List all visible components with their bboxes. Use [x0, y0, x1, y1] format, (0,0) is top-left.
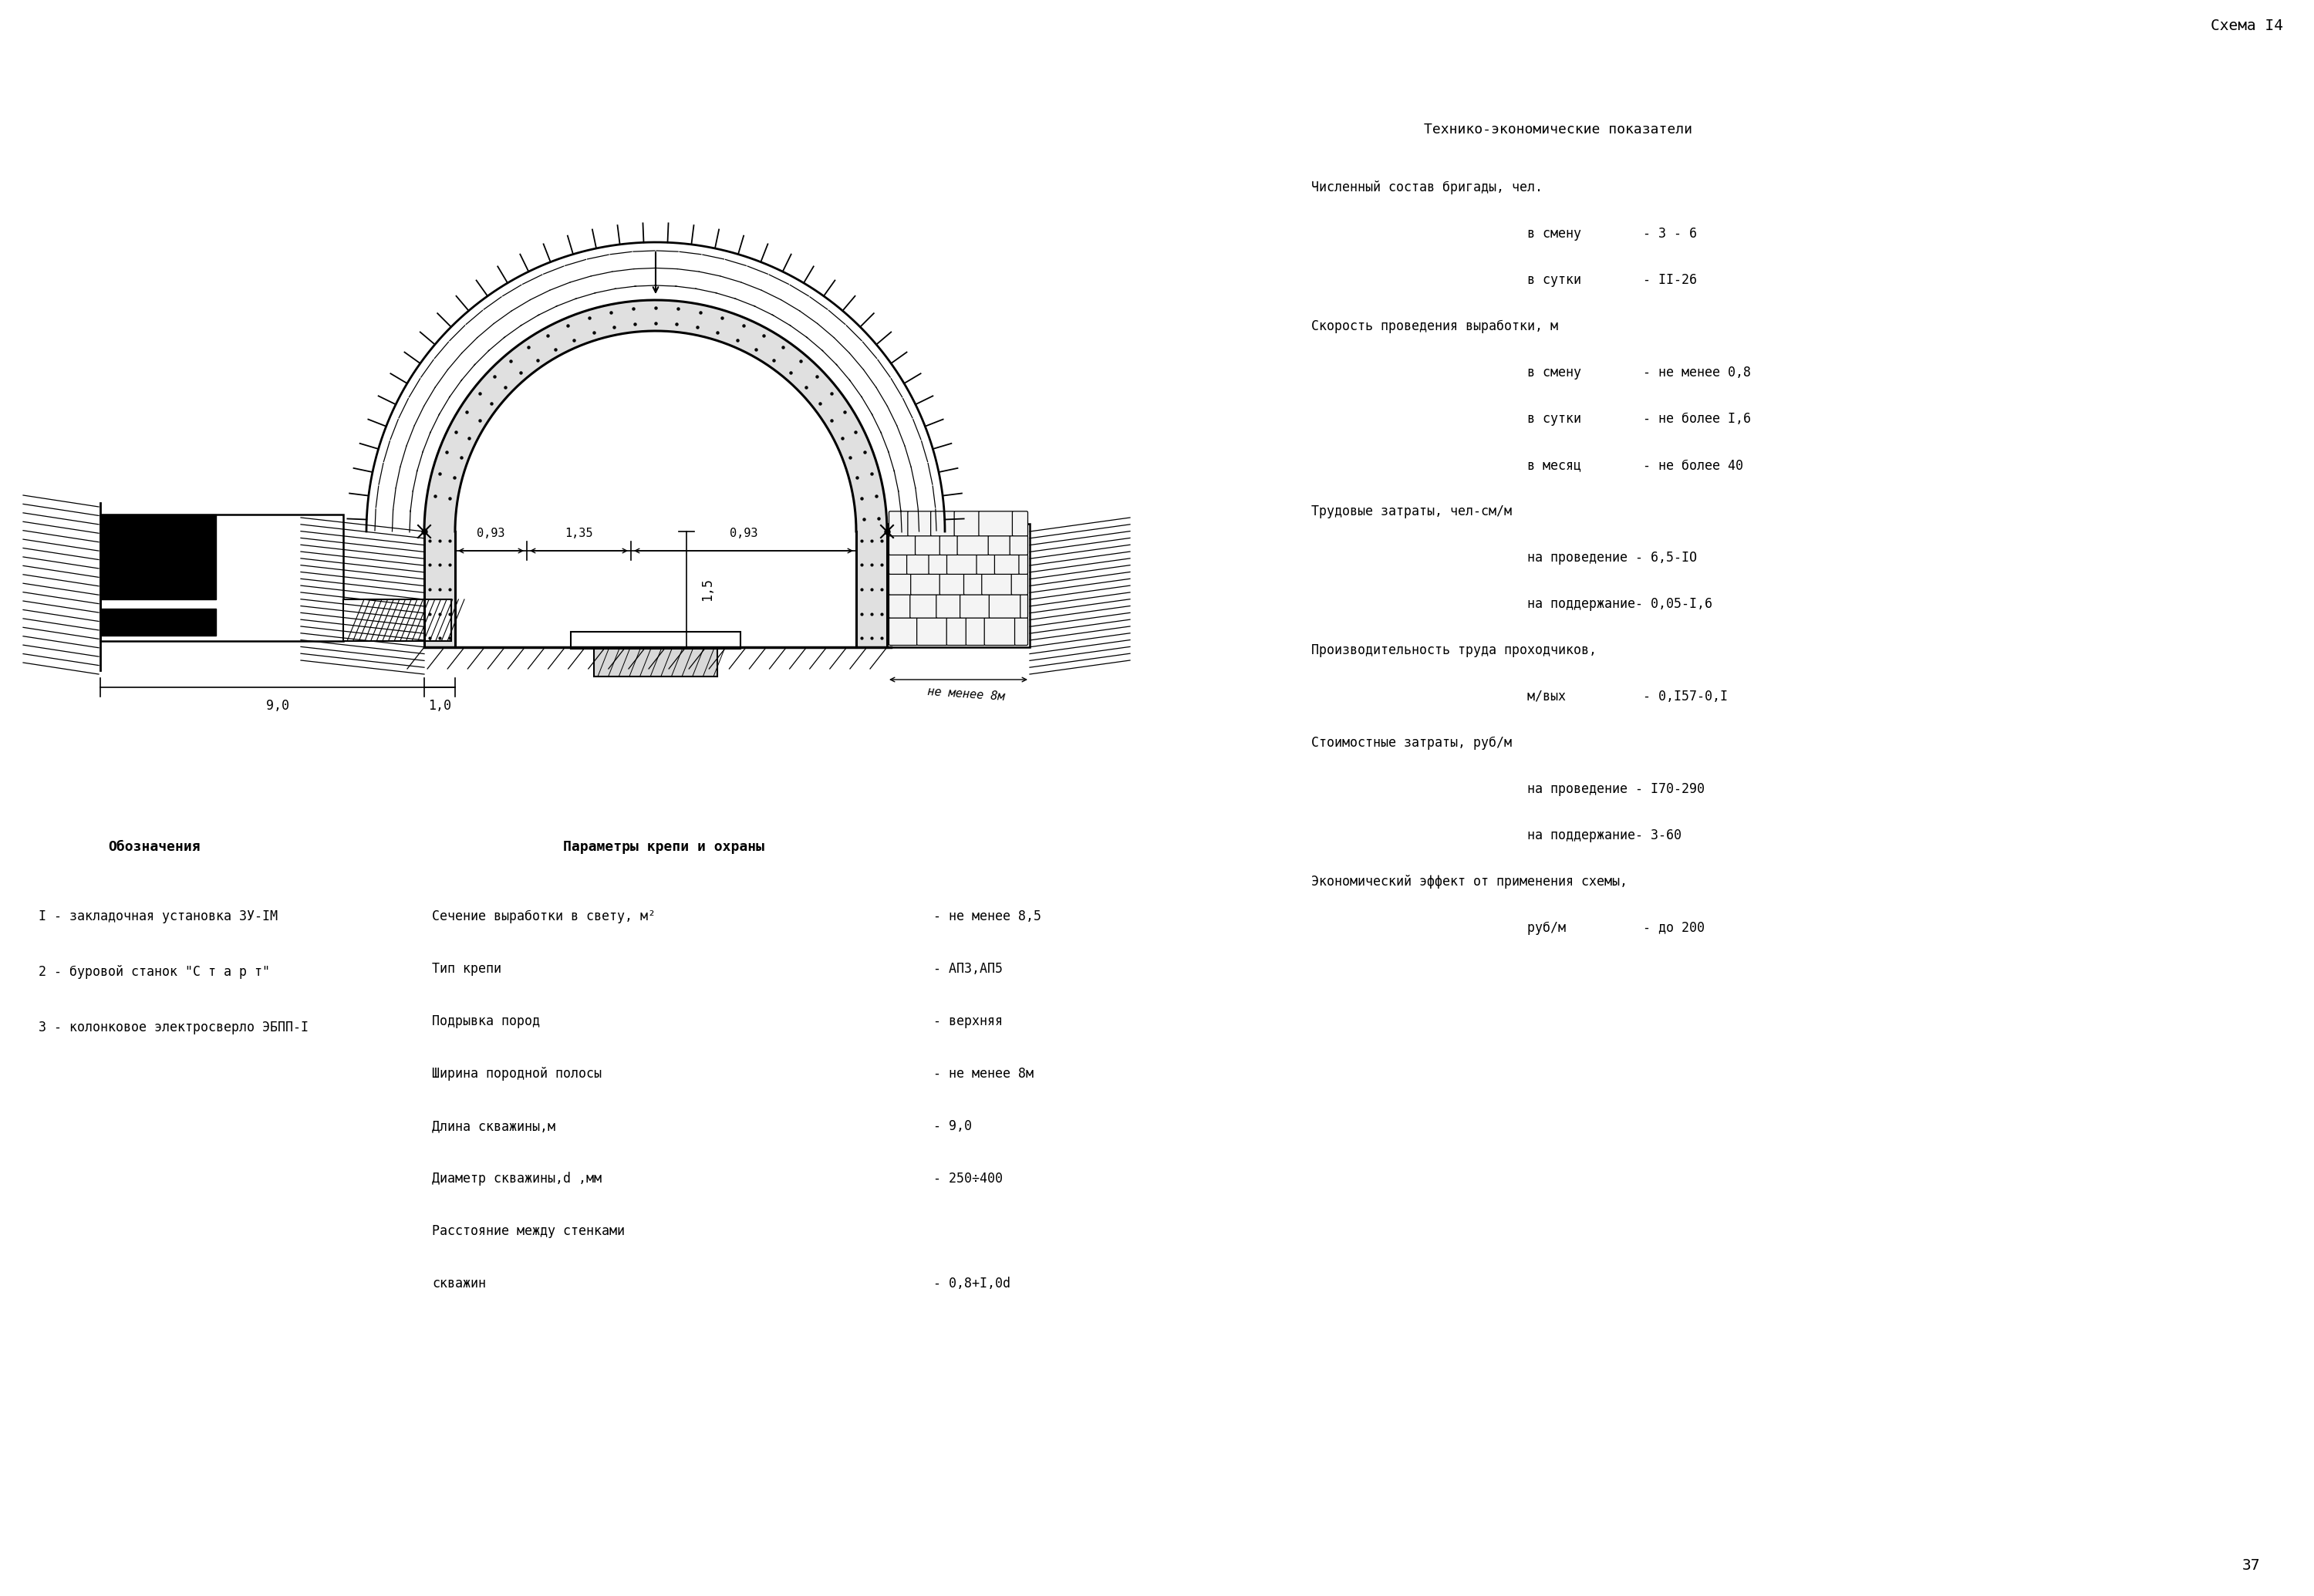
Text: Подрывка пород: Подрывка пород — [433, 1015, 539, 1028]
Text: 9,0: 9,0 — [266, 699, 289, 713]
Text: Длина скважины,м: Длина скважины,м — [433, 1119, 555, 1133]
FancyBboxPatch shape — [889, 618, 919, 645]
Text: Схема I4: Схема I4 — [2210, 19, 2284, 34]
FancyBboxPatch shape — [988, 594, 1020, 618]
Text: 3 - колонковое электросверло ЭБПП-I: 3 - колонковое электросверло ЭБПП-I — [39, 1020, 308, 1034]
Text: Ширина породной полосы: Ширина породной полосы — [433, 1066, 602, 1080]
Text: не менее 8м: не менее 8м — [928, 686, 1004, 702]
Bar — [572, 632, 740, 648]
Text: на проведение - I70-290: на проведение - I70-290 — [1527, 782, 1705, 796]
Text: в сутки        - II-26: в сутки - II-26 — [1527, 273, 1696, 287]
Text: - не менее 8,5: - не менее 8,5 — [933, 910, 1041, 924]
Text: Обозначения: Обозначения — [109, 839, 201, 854]
FancyBboxPatch shape — [916, 618, 946, 645]
FancyBboxPatch shape — [928, 554, 946, 575]
Text: Численный состав бригады, чел.: Численный состав бригады, чел. — [1312, 180, 1543, 195]
Text: 37: 37 — [2242, 1558, 2261, 1574]
Text: Расстояние между стенками: Расстояние между стенками — [433, 1224, 625, 1238]
Text: 0,93: 0,93 — [477, 528, 504, 539]
FancyBboxPatch shape — [889, 554, 907, 575]
Bar — [100, 514, 215, 600]
FancyBboxPatch shape — [1016, 618, 1027, 645]
Polygon shape — [366, 243, 944, 531]
FancyBboxPatch shape — [889, 511, 909, 536]
Polygon shape — [856, 531, 886, 648]
Text: Экономический эффект от применения схемы,: Экономический эффект от применения схемы… — [1312, 875, 1627, 889]
Text: Параметры крепи и охраны: Параметры крепи и охраны — [562, 839, 764, 854]
Text: 1,5: 1,5 — [701, 578, 715, 602]
Text: Сечение выработки в свету, м²: Сечение выработки в свету, м² — [433, 910, 655, 924]
FancyBboxPatch shape — [960, 594, 990, 618]
Text: Производительность труда проходчиков,: Производительность труда проходчиков, — [1312, 643, 1597, 658]
Text: руб/м          - до 200: руб/м - до 200 — [1527, 921, 1705, 935]
FancyBboxPatch shape — [1011, 575, 1027, 595]
Text: в сутки        - не более I,6: в сутки - не более I,6 — [1527, 412, 1752, 426]
FancyBboxPatch shape — [889, 536, 916, 555]
Text: - верхняя: - верхняя — [933, 1015, 1002, 1028]
Text: 0,93: 0,93 — [729, 528, 757, 539]
FancyBboxPatch shape — [889, 594, 912, 618]
FancyBboxPatch shape — [937, 594, 960, 618]
FancyBboxPatch shape — [1018, 554, 1027, 575]
FancyBboxPatch shape — [958, 536, 988, 555]
Polygon shape — [423, 300, 886, 531]
Text: в смену        - не менее 0,8: в смену - не менее 0,8 — [1527, 365, 1752, 380]
Text: Скорость проведения выработки, м: Скорость проведения выработки, м — [1312, 319, 1557, 334]
Text: 2 - буровой станок "С т а р т": 2 - буровой станок "С т а р т" — [39, 966, 271, 978]
Bar — [100, 514, 342, 642]
FancyBboxPatch shape — [981, 575, 1011, 595]
Polygon shape — [886, 523, 1030, 648]
Bar — [100, 608, 215, 635]
FancyBboxPatch shape — [1009, 536, 1027, 555]
FancyBboxPatch shape — [946, 618, 967, 645]
FancyBboxPatch shape — [939, 536, 958, 555]
Text: м/вых          - 0,I57-0,I: м/вых - 0,I57-0,I — [1527, 689, 1729, 704]
Text: - АП3,АП5: - АП3,АП5 — [933, 962, 1002, 975]
FancyBboxPatch shape — [1011, 511, 1027, 536]
Text: Трудовые затраты, чел-см/м: Трудовые затраты, чел-см/м — [1312, 504, 1511, 519]
Text: - 0,8+I,0d: - 0,8+I,0d — [933, 1277, 1011, 1291]
Text: 1,0: 1,0 — [428, 699, 451, 713]
FancyBboxPatch shape — [907, 554, 930, 575]
FancyBboxPatch shape — [977, 554, 995, 575]
Bar — [595, 648, 717, 677]
Text: на проведение - 6,5-IO: на проведение - 6,5-IO — [1527, 551, 1696, 565]
FancyBboxPatch shape — [965, 618, 986, 645]
FancyBboxPatch shape — [946, 554, 977, 575]
Text: скважин: скважин — [433, 1277, 486, 1291]
Text: Стоимостные затраты, руб/м: Стоимостные затраты, руб/м — [1312, 736, 1511, 750]
FancyBboxPatch shape — [995, 554, 1020, 575]
FancyBboxPatch shape — [939, 575, 965, 595]
Text: в месяц        - не более 40: в месяц - не более 40 — [1527, 458, 1742, 472]
Text: в смену        - 3 - 6: в смену - 3 - 6 — [1527, 227, 1696, 241]
FancyBboxPatch shape — [1020, 594, 1027, 618]
FancyBboxPatch shape — [907, 511, 933, 536]
FancyBboxPatch shape — [983, 618, 1016, 645]
FancyBboxPatch shape — [979, 511, 1014, 536]
FancyBboxPatch shape — [988, 536, 1011, 555]
FancyBboxPatch shape — [909, 594, 937, 618]
FancyBboxPatch shape — [965, 575, 983, 595]
FancyBboxPatch shape — [930, 511, 956, 536]
Text: Тип крепи: Тип крепи — [433, 962, 502, 975]
FancyBboxPatch shape — [916, 536, 939, 555]
Bar — [342, 600, 451, 642]
Polygon shape — [423, 531, 456, 648]
Text: Диаметр скважины,d ,мм: Диаметр скважины,d ,мм — [433, 1171, 602, 1186]
Text: 1,35: 1,35 — [565, 528, 592, 539]
Text: - не менее 8м: - не менее 8м — [933, 1066, 1034, 1080]
Text: Технико-экономические показатели: Технико-экономические показатели — [1423, 123, 1692, 137]
Text: на поддержание- 3-60: на поддержание- 3-60 — [1527, 828, 1682, 843]
FancyBboxPatch shape — [889, 575, 912, 595]
FancyBboxPatch shape — [912, 575, 939, 595]
Text: I - закладочная установка ЗУ-IM: I - закладочная установка ЗУ-IM — [39, 910, 278, 924]
Text: на поддержание- 0,05-I,6: на поддержание- 0,05-I,6 — [1527, 597, 1712, 611]
Text: - 9,0: - 9,0 — [933, 1119, 972, 1133]
FancyBboxPatch shape — [953, 511, 979, 536]
Text: - 250÷400: - 250÷400 — [933, 1171, 1002, 1186]
